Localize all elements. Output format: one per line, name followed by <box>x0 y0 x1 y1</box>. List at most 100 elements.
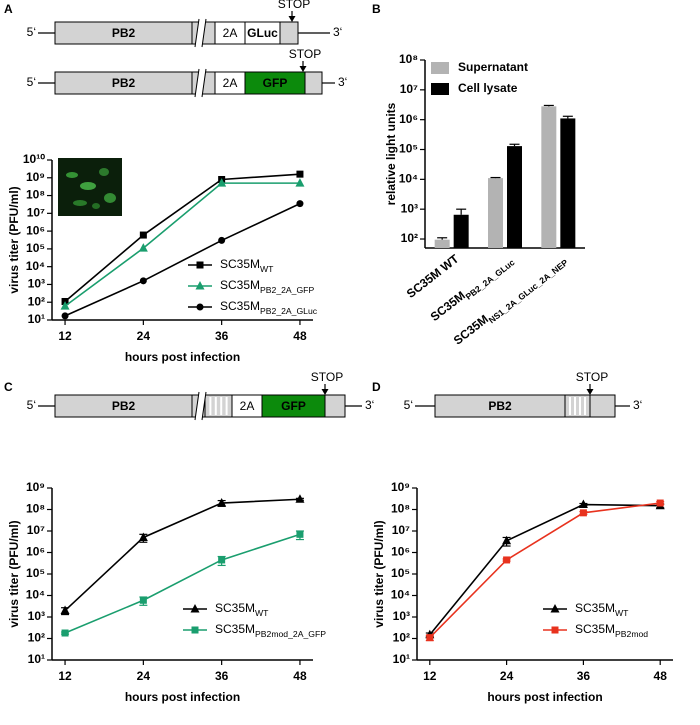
stop-arrowhead <box>288 16 296 22</box>
cell <box>104 193 116 203</box>
y-tick-label: 10³ <box>401 201 418 215</box>
stop-arrowhead <box>586 389 594 395</box>
legend-label-sub: WT <box>615 608 629 618</box>
marker <box>196 303 204 311</box>
y-axis-label: virus titer (PFU/ml) <box>7 520 21 627</box>
y-axis-label: virus titer (PFU/ml) <box>7 186 21 293</box>
y-tick-label: 10¹⁰ <box>23 152 45 166</box>
y-tick-label: 10² <box>28 631 45 645</box>
five-prime: 5‘ <box>27 398 36 412</box>
break-line <box>201 68 207 98</box>
y-tick-label: 10⁹ <box>26 480 45 494</box>
legend-label-sub: WT <box>260 264 274 274</box>
segment-label: PB2 <box>112 26 136 40</box>
segment-label: 2A <box>240 399 255 413</box>
three-prime: 3‘ <box>338 75 347 89</box>
legend-swatch <box>431 83 449 95</box>
y-tick-label: 10⁷ <box>392 523 410 537</box>
x-tick-label: 12 <box>58 669 72 683</box>
cell <box>80 182 96 190</box>
marker <box>217 498 227 507</box>
x-tick-label: 36 <box>215 669 229 683</box>
legend-label: SC35MPB2_2A_GFP <box>220 278 314 295</box>
segment-label: PB2 <box>488 399 512 413</box>
cell <box>73 200 87 206</box>
x-tick-label: 36 <box>577 669 591 683</box>
y-tick-label: 10⁵ <box>26 241 45 255</box>
legend-label: SC35MWT <box>215 601 269 618</box>
y-tick-label: 10³ <box>28 609 45 623</box>
series-line <box>64 533 301 634</box>
x-tick-label: 24 <box>137 669 151 683</box>
legend-label: SC35MPB2mod <box>575 622 648 639</box>
y-tick-label: 10⁶ <box>399 112 418 126</box>
legend-label-main: Supernatant <box>458 60 528 74</box>
marker <box>217 178 227 187</box>
error-bar <box>543 104 554 107</box>
legend-label-sub: PB2_2A_GFP <box>260 285 314 295</box>
y-tick-label: 10⁶ <box>26 545 45 559</box>
segment <box>279 21 299 45</box>
five-prime: 5‘ <box>27 25 36 39</box>
segment <box>324 394 346 418</box>
series-line <box>64 173 301 303</box>
error-bar <box>437 237 448 240</box>
y-tick-label: 10² <box>28 294 45 308</box>
error-bar <box>456 208 467 215</box>
y-tick-label: 10³ <box>28 277 45 291</box>
series-line <box>429 502 661 639</box>
y-axis-label: virus titer (PFU/ml) <box>372 520 386 627</box>
y-tick-label: 10⁹ <box>26 170 45 184</box>
y-tick-label: 10⁵ <box>26 566 45 580</box>
three-prime: 3‘ <box>333 25 342 39</box>
marker <box>296 200 304 208</box>
marker <box>295 178 305 187</box>
segment <box>564 394 591 418</box>
marker <box>426 634 434 642</box>
three-prime: 3‘ <box>365 398 374 412</box>
error-bar <box>490 176 501 179</box>
stop-arrowhead <box>299 66 307 72</box>
marker <box>61 629 69 637</box>
legend-label-main: SC35M <box>220 257 260 271</box>
marker <box>296 170 304 178</box>
marker <box>218 236 226 244</box>
error-bar <box>509 143 520 147</box>
legend-label-main: SC35M <box>215 601 255 615</box>
segment-label: PB2 <box>112 76 136 90</box>
series-line <box>64 202 301 317</box>
stop-label: STOP <box>311 370 343 384</box>
y-tick-label: 10⁴ <box>26 259 45 273</box>
series-line <box>429 503 661 636</box>
bar <box>488 178 503 248</box>
segment <box>204 394 233 418</box>
x-tick-label: 12 <box>423 669 437 683</box>
legend-label: SC35MPB2mod_2A_GFP <box>215 622 326 639</box>
segment <box>304 71 323 95</box>
marker <box>191 626 199 634</box>
y-tick-label: 10³ <box>393 609 410 623</box>
legend-label-main: SC35M <box>220 299 260 313</box>
marker <box>138 243 148 252</box>
marker <box>578 499 588 509</box>
segment-label: GLuc <box>247 26 278 40</box>
panel-letter: D <box>372 380 381 394</box>
x-axis-label: hours post infection <box>125 690 240 704</box>
marker <box>139 277 147 285</box>
bar <box>507 146 522 248</box>
legend-label-main: SC35M <box>220 278 260 292</box>
break-line <box>201 391 207 421</box>
legend-label-main: SC35M <box>575 601 615 615</box>
marker <box>60 605 70 615</box>
x-tick-label: 48 <box>293 329 307 343</box>
cell <box>66 172 78 178</box>
legend-swatch <box>431 62 449 74</box>
marker <box>60 301 70 310</box>
legend-label: Supernatant <box>458 60 528 74</box>
y-tick-label: 10⁵ <box>399 142 418 156</box>
x-tick-label: 24 <box>137 329 151 343</box>
legend-label: SC35MWT <box>575 601 629 618</box>
marker <box>138 532 148 541</box>
